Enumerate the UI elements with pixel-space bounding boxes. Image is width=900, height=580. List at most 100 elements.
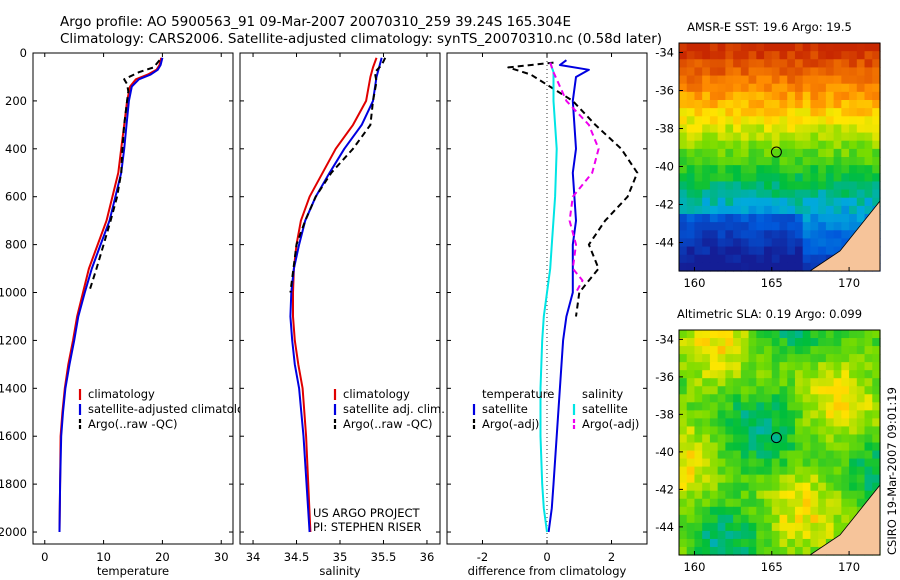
map-cell: [725, 402, 734, 411]
map-cell: [748, 346, 757, 355]
y-tick-label: -40: [655, 445, 674, 459]
map-cell: [779, 165, 788, 174]
map-cell: [802, 466, 812, 476]
map-cell: [686, 546, 696, 556]
map-cell: [717, 100, 726, 109]
map-cell: [802, 157, 812, 166]
map-cell: [818, 458, 827, 468]
map-cell: [709, 91, 719, 101]
map-cell: [748, 394, 757, 403]
map-cell: [825, 181, 835, 191]
map-cell: [810, 346, 819, 355]
map-cell: [694, 254, 703, 264]
map-cell: [709, 75, 719, 85]
map-cell: [833, 466, 842, 476]
map-cell: [694, 205, 703, 215]
map-cell: [872, 157, 881, 166]
map-cell: [787, 466, 796, 476]
map-cell: [810, 51, 819, 60]
map-cell: [864, 466, 873, 476]
map-cell: [686, 362, 696, 371]
map-cell: [864, 67, 873, 77]
map-cell: [694, 43, 703, 52]
legend-label: Argo(..raw -QC): [343, 417, 433, 431]
map-cell: [856, 362, 866, 371]
map-cell: [733, 346, 742, 355]
map-cell: [702, 148, 711, 158]
map-cell: [833, 132, 842, 142]
map-cell: [771, 254, 781, 264]
map-cell: [833, 514, 842, 524]
map-cell: [740, 506, 750, 516]
profile-panel-2: 34 34.5 35 35.5 36 salinity climatologysatelli…: [239, 52, 445, 578]
map-cell: [748, 238, 757, 248]
map-cell: [849, 338, 858, 347]
map-cell: [833, 108, 842, 117]
map-cell: [679, 43, 688, 52]
map-cell: [856, 474, 866, 484]
map-cell: [740, 362, 750, 371]
map-cell: [849, 197, 858, 207]
map-cell: [818, 490, 827, 500]
map-cell: [702, 83, 711, 93]
map-cell: [787, 75, 796, 85]
map-cell: [794, 83, 804, 93]
map-cell: [841, 83, 850, 93]
map-cell: [694, 538, 703, 548]
map-cell: [849, 450, 858, 460]
map-cell: [833, 59, 842, 69]
map-cell: [779, 394, 788, 403]
map-cell: [679, 197, 688, 207]
map-cell: [756, 482, 765, 492]
map-cell: [733, 370, 742, 379]
map-cell: [794, 514, 804, 524]
map-cell: [764, 362, 773, 371]
map-cell: [779, 346, 788, 355]
map-cell: [849, 410, 858, 419]
map-cell: [864, 100, 873, 109]
map-cell: [764, 157, 773, 166]
map-cell: [779, 330, 788, 339]
map-cell: [679, 246, 688, 256]
map-cell: [725, 346, 734, 355]
map-cell: [818, 254, 827, 264]
map-cell: [779, 51, 788, 60]
map-cell: [833, 140, 842, 150]
map-cell: [725, 482, 734, 492]
map-cell: [725, 140, 734, 150]
map-cell: [794, 246, 804, 256]
map-cell: [794, 506, 804, 516]
map-cell: [794, 426, 804, 436]
map-cell: [802, 354, 812, 363]
map-cell: [771, 402, 781, 411]
map-cell: [717, 418, 726, 428]
map-cell: [686, 370, 696, 379]
map-cell: [756, 498, 765, 508]
map-cell: [740, 91, 750, 101]
map-cell: [694, 418, 703, 428]
map-cell: [748, 108, 757, 117]
map-cell: [733, 238, 742, 248]
map-cell: [841, 91, 850, 101]
map-cell: [872, 482, 881, 492]
map-cell: [794, 522, 804, 532]
map-cell: [833, 498, 842, 508]
sla-map: 160 165 170 -34 -36 -38 -40 -42 -44 Altimetric SL…: [655, 307, 881, 574]
map-cell: [717, 108, 726, 117]
map-cell: [864, 450, 873, 460]
map-cell: [756, 546, 765, 556]
map-cell: [756, 466, 765, 476]
map-cell: [717, 254, 726, 264]
map-cell: [686, 442, 696, 452]
map-cell: [771, 418, 781, 428]
map-cell: [733, 222, 742, 231]
map-cell: [779, 450, 788, 460]
map-cell: [833, 418, 842, 428]
map-cell: [787, 450, 796, 460]
map-cell: [787, 165, 796, 174]
map-cell: [686, 140, 696, 150]
map-cell: [841, 205, 850, 215]
map-cell: [864, 418, 873, 428]
map-cell: [725, 181, 734, 191]
map-cell: [787, 157, 796, 166]
